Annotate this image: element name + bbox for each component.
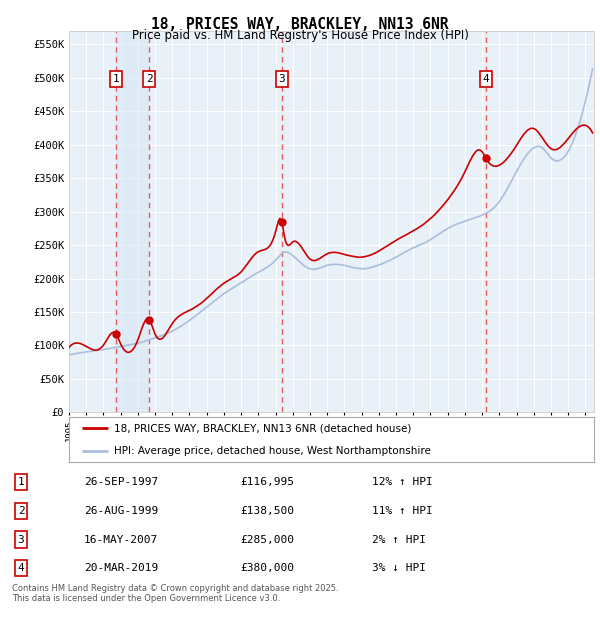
- Text: Contains HM Land Registry data © Crown copyright and database right 2025.
This d: Contains HM Land Registry data © Crown c…: [12, 584, 338, 603]
- Text: 26-SEP-1997: 26-SEP-1997: [84, 477, 158, 487]
- Text: 16-MAY-2007: 16-MAY-2007: [84, 534, 158, 544]
- Text: 1: 1: [113, 74, 119, 84]
- Text: 4: 4: [17, 563, 25, 574]
- Text: 1: 1: [17, 477, 25, 487]
- Text: £380,000: £380,000: [240, 563, 294, 574]
- Text: 3: 3: [17, 534, 25, 544]
- Text: £138,500: £138,500: [240, 506, 294, 516]
- Text: HPI: Average price, detached house, West Northamptonshire: HPI: Average price, detached house, West…: [113, 446, 431, 456]
- Text: £116,995: £116,995: [240, 477, 294, 487]
- Text: 2: 2: [17, 506, 25, 516]
- Text: Price paid vs. HM Land Registry's House Price Index (HPI): Price paid vs. HM Land Registry's House …: [131, 29, 469, 42]
- Text: 3: 3: [278, 74, 286, 84]
- Text: 18, PRICES WAY, BRACKLEY, NN13 6NR: 18, PRICES WAY, BRACKLEY, NN13 6NR: [151, 17, 449, 32]
- Text: 20-MAR-2019: 20-MAR-2019: [84, 563, 158, 574]
- Text: 3% ↓ HPI: 3% ↓ HPI: [372, 563, 426, 574]
- Text: 2: 2: [146, 74, 152, 84]
- Text: £285,000: £285,000: [240, 534, 294, 544]
- Text: 4: 4: [482, 74, 489, 84]
- Text: 12% ↑ HPI: 12% ↑ HPI: [372, 477, 433, 487]
- Text: 11% ↑ HPI: 11% ↑ HPI: [372, 506, 433, 516]
- Bar: [116, 31, 149, 412]
- Text: 26-AUG-1999: 26-AUG-1999: [84, 506, 158, 516]
- Text: 2% ↑ HPI: 2% ↑ HPI: [372, 534, 426, 544]
- Text: 18, PRICES WAY, BRACKLEY, NN13 6NR (detached house): 18, PRICES WAY, BRACKLEY, NN13 6NR (deta…: [113, 423, 411, 433]
